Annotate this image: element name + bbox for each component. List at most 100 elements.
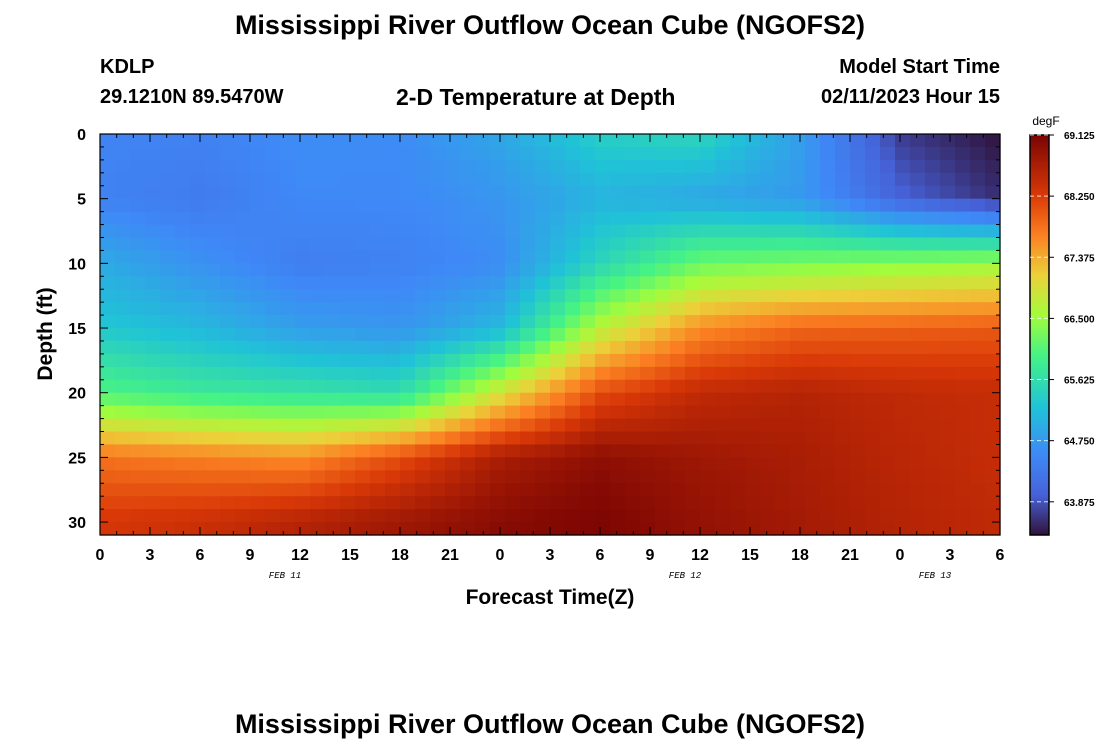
heatmap-cell — [625, 522, 641, 536]
heatmap-cell — [895, 276, 911, 290]
heatmap-cell — [475, 211, 491, 226]
heatmap-cell — [955, 405, 971, 420]
heatmap-cell — [475, 250, 491, 264]
heatmap-cell — [865, 224, 881, 239]
heatmap-cell — [640, 418, 656, 433]
heatmap-cell — [625, 315, 641, 329]
heatmap-cell — [430, 237, 446, 252]
heatmap-cell — [310, 328, 326, 342]
heatmap-cell — [265, 328, 281, 342]
heatmap-cell — [160, 263, 176, 277]
heatmap-cell — [115, 470, 131, 484]
heatmap-cell — [955, 418, 971, 433]
heatmap-cell — [955, 211, 971, 226]
heatmap-cell — [910, 328, 926, 342]
heatmap-cell — [895, 263, 911, 277]
heatmap-cell — [190, 159, 206, 174]
heatmap-cell — [295, 405, 311, 420]
heatmap-cell — [100, 146, 116, 161]
heatmap-cell — [505, 366, 521, 381]
heatmap-cell — [625, 134, 641, 148]
heatmap-cell — [970, 431, 986, 446]
heatmap-cell — [310, 444, 326, 458]
heatmap-cell — [445, 496, 461, 510]
heatmap-cell — [955, 289, 971, 303]
heatmap-cell — [475, 134, 491, 148]
heatmap-cell — [625, 211, 641, 226]
heatmap-cell — [250, 185, 266, 200]
heatmap-cell — [385, 198, 401, 213]
heatmap-cell — [385, 263, 401, 277]
heatmap-cell — [775, 172, 791, 187]
heatmap-cell — [265, 483, 281, 497]
heatmap-cell — [145, 315, 161, 329]
heatmap-cell — [820, 289, 836, 303]
heatmap-cell — [520, 198, 536, 213]
heatmap-cell — [205, 522, 221, 536]
heatmap-cell — [520, 172, 536, 187]
heatmap-cell — [745, 172, 761, 187]
x-tick-label: 3 — [146, 547, 155, 564]
heatmap-cell — [670, 328, 686, 342]
heatmap-cell — [520, 146, 536, 161]
heatmap-cell — [520, 483, 536, 497]
heatmap-cell — [400, 146, 416, 161]
heatmap-cell — [130, 198, 146, 213]
heatmap-cell — [745, 457, 761, 471]
heatmap-cell — [595, 457, 611, 471]
heatmap-cell — [160, 224, 176, 239]
heatmap-cell — [130, 159, 146, 174]
heatmap-cell — [610, 302, 626, 316]
heatmap-cell — [235, 496, 251, 510]
heatmap-cell — [535, 159, 551, 174]
heatmap-cell — [460, 418, 476, 433]
heatmap-cell — [970, 405, 986, 420]
heatmap-cell — [430, 315, 446, 329]
heatmap-cell — [880, 470, 896, 484]
heatmap-cell — [970, 470, 986, 484]
heatmap-cell — [580, 340, 596, 355]
heatmap-cell — [595, 509, 611, 523]
heatmap-cell — [640, 509, 656, 523]
heatmap-cell — [460, 224, 476, 239]
heatmap-cell — [850, 379, 866, 394]
heatmap-cell — [895, 379, 911, 394]
heatmap-cell — [520, 353, 536, 368]
heatmap-cell — [760, 444, 776, 458]
heatmap-cell — [970, 198, 986, 213]
heatmap-cell — [835, 172, 851, 187]
heatmap-cell — [670, 483, 686, 497]
heatmap-cell — [370, 496, 386, 510]
heatmap-cell — [655, 470, 671, 484]
heatmap-cell — [310, 431, 326, 446]
heatmap-cell — [430, 185, 446, 200]
heatmap-cell — [130, 263, 146, 277]
heatmap-cell — [685, 172, 701, 187]
heatmap-cell — [655, 418, 671, 433]
heatmap-cell — [970, 211, 986, 226]
heatmap-cell — [955, 134, 971, 148]
heatmap-cell — [550, 522, 566, 536]
heatmap-cell — [685, 159, 701, 174]
heatmap-cell — [865, 263, 881, 277]
heatmap-cell — [115, 302, 131, 316]
heatmap-cell — [640, 146, 656, 161]
heatmap-cell — [325, 159, 341, 174]
heatmap-cell — [700, 211, 716, 226]
heatmap-cell — [670, 315, 686, 329]
heatmap-cell — [265, 276, 281, 290]
heatmap-cell — [760, 379, 776, 394]
heatmap-cell — [115, 198, 131, 213]
heatmap-cell — [490, 405, 506, 420]
heatmap-cell — [850, 522, 866, 536]
heatmap-cell — [130, 405, 146, 420]
heatmap-cell — [940, 509, 956, 523]
heatmap-cell — [505, 237, 521, 252]
heatmap-cell — [355, 146, 371, 161]
heatmap-cell — [310, 509, 326, 523]
heatmap-cell — [895, 172, 911, 187]
heatmap-cell — [775, 224, 791, 239]
heatmap-cell — [130, 302, 146, 316]
heatmap-cell — [985, 496, 1001, 510]
heatmap-cell — [505, 405, 521, 420]
